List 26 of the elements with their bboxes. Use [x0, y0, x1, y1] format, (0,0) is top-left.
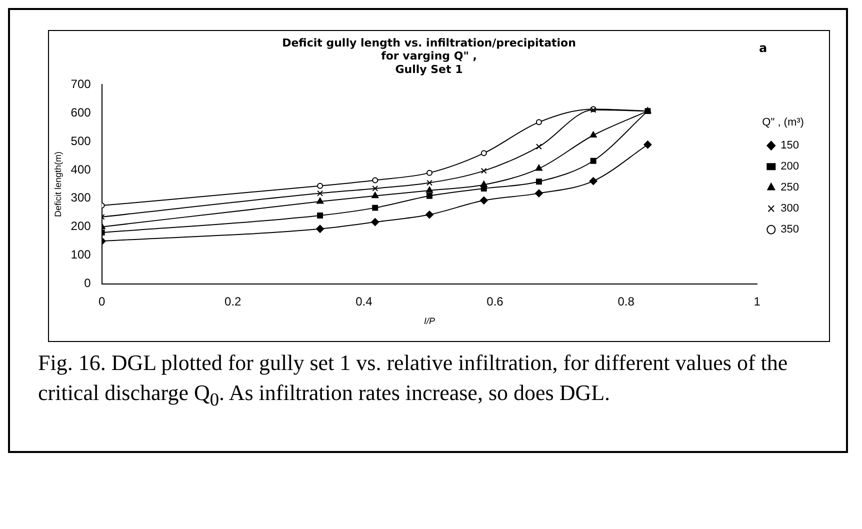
- y-tick-label: 200: [70, 219, 92, 234]
- y-tick-label: 400: [70, 162, 92, 176]
- x-tick-label: 0.8: [618, 294, 635, 308]
- legend-label: 350: [780, 224, 800, 236]
- text: a: [759, 41, 768, 55]
- legend-label: 250: [780, 182, 800, 194]
- x-tick-label: 0: [98, 294, 106, 308]
- y-axis-title: Deficit length(m): [52, 151, 63, 217]
- x-tick-label: 0.6: [486, 294, 504, 308]
- y-tick-label: 300: [70, 190, 92, 205]
- x-tick-label: 1: [754, 294, 761, 308]
- chart-title: Deficit gully length vs. infiltration/precipitation: [282, 36, 576, 50]
- y-tick-label: 500: [70, 134, 92, 148]
- x-tick-label: 0.2: [224, 294, 242, 308]
- y-tick-label: 0: [84, 276, 92, 290]
- legend-title: Q" , (m³): [762, 116, 804, 128]
- chart-subtitle: for varging Q" , Gully Set 1: [381, 50, 477, 76]
- y-tick-label: 600: [70, 105, 92, 120]
- x-axis-title: I/P: [424, 316, 435, 326]
- x-tick-label: 0.4: [356, 294, 373, 308]
- legend-label: 300: [780, 202, 800, 215]
- legend-label: 150: [780, 140, 800, 152]
- legend-label: 200: [780, 160, 800, 173]
- caption: Fig. 16. DGL plotted for gully set 1 vs. relative infiltration, for different values of the critical discharge Q$_{0}$. As infiltration rates increase, so does DGL.: [38, 349, 789, 412]
- y-tick-label: 700: [70, 76, 92, 91]
- y-tick-label: 100: [70, 248, 92, 262]
